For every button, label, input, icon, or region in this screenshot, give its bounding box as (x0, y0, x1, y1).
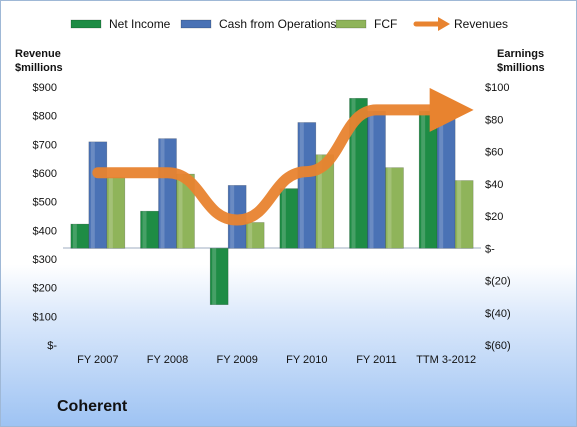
revenues-legend-arrow (438, 17, 450, 31)
revenues-legend-label: Revenues (454, 17, 508, 31)
right-tick-label: $20 (485, 211, 503, 223)
left-tick-label: $500 (33, 197, 57, 209)
net-income-legend-swatch (70, 19, 102, 29)
right-axis-ticks: $(60) $(40) $(20) $- $20 $40 $60 $80 $100 (485, 82, 511, 352)
left-tick-label: $300 (33, 254, 57, 266)
category-label: FY 2008 (147, 354, 188, 366)
left-tick-label: $100 (33, 311, 57, 323)
left-axis-ticks: $- $100 $200 $300 $400 $500 $600 $700 $800 $900 (33, 82, 58, 352)
left-tick-label: $200 (33, 283, 57, 295)
left-tick-label: $- (47, 340, 57, 352)
category-label: FY 2009 (216, 354, 257, 366)
fcf-bar-highlight (457, 180, 462, 249)
right-axis-title-line2: $millions (497, 62, 545, 74)
plot-floor (63, 247, 481, 249)
fcf-bar-highlight (178, 174, 183, 249)
right-tick-label: $40 (485, 179, 503, 191)
cash-from-operations-legend-swatch (180, 19, 212, 29)
net-income-bar-highlight (72, 224, 77, 249)
legend: Net Income Cash from Operations FCF Revenue… (70, 17, 508, 31)
left-tick-label: $600 (33, 168, 57, 180)
cash-from-operations-legend-label: Cash from Operations (219, 17, 336, 31)
right-tick-label: $(20) (485, 276, 511, 288)
fcf-bar (315, 154, 335, 249)
net-income-bar (209, 247, 229, 305)
category-label: FY 2007 (77, 354, 118, 366)
revenue-line-layer (92, 87, 474, 226)
right-axis-title: Earnings $millions (497, 47, 545, 75)
fcf-bar (245, 222, 265, 249)
net-income-legend-label: Net Income (109, 17, 171, 31)
left-tick-label: $800 (33, 111, 57, 123)
fcf-legend-swatch (335, 19, 367, 29)
category-label: FY 2010 (286, 354, 327, 366)
right-axis-title-line1: Earnings (497, 48, 545, 60)
revenues-line (92, 87, 474, 226)
left-tick-label: $900 (33, 82, 57, 94)
net-income-bar-highlight (142, 211, 147, 249)
fcf-bar-highlight (317, 154, 322, 249)
chart-title: Coherent (57, 398, 128, 415)
left-axis-title: Revenue $millions (15, 47, 63, 75)
right-tick-label: $(40) (485, 308, 511, 320)
right-tick-label: $- (485, 243, 495, 255)
net-income-bar-highlight (212, 248, 217, 305)
cash-from-operations-bar-highlight (90, 141, 95, 249)
fcf-legend-label: FCF (374, 17, 397, 31)
right-tick-label: $80 (485, 114, 503, 126)
left-tick-label: $400 (33, 225, 57, 237)
net-income-bar-highlight (281, 188, 286, 249)
cash-from-operations-bar-highlight (439, 109, 444, 249)
left-axis-title-line2: $millions (15, 62, 63, 74)
right-tick-label: $60 (485, 147, 503, 159)
left-tick-label: $700 (33, 139, 57, 151)
fcf-bar-highlight (248, 222, 253, 249)
cash-from-operations-bar-highlight (299, 122, 304, 249)
right-tick-label: $(60) (485, 340, 511, 352)
category-labels: FY 2007 FY 2008 FY 2009 FY 2010 FY 2011 TTM 3… (77, 354, 476, 366)
net-income-bar-highlight (421, 111, 426, 249)
net-income-bar-highlight (351, 98, 356, 249)
category-label: FY 2011 (356, 354, 397, 366)
fcf-bar (385, 167, 404, 249)
left-axis-title-line1: Revenue (15, 48, 61, 60)
fcf-bar (454, 180, 474, 249)
fcf-bar-highlight (108, 177, 113, 249)
right-tick-label: $100 (485, 82, 509, 94)
cash-from-operations-bar-highlight (369, 111, 374, 249)
fcf-bar-highlight (387, 167, 392, 249)
cash-from-operations-bar-highlight (160, 138, 165, 249)
category-label: TTM 3-2012 (416, 354, 476, 366)
